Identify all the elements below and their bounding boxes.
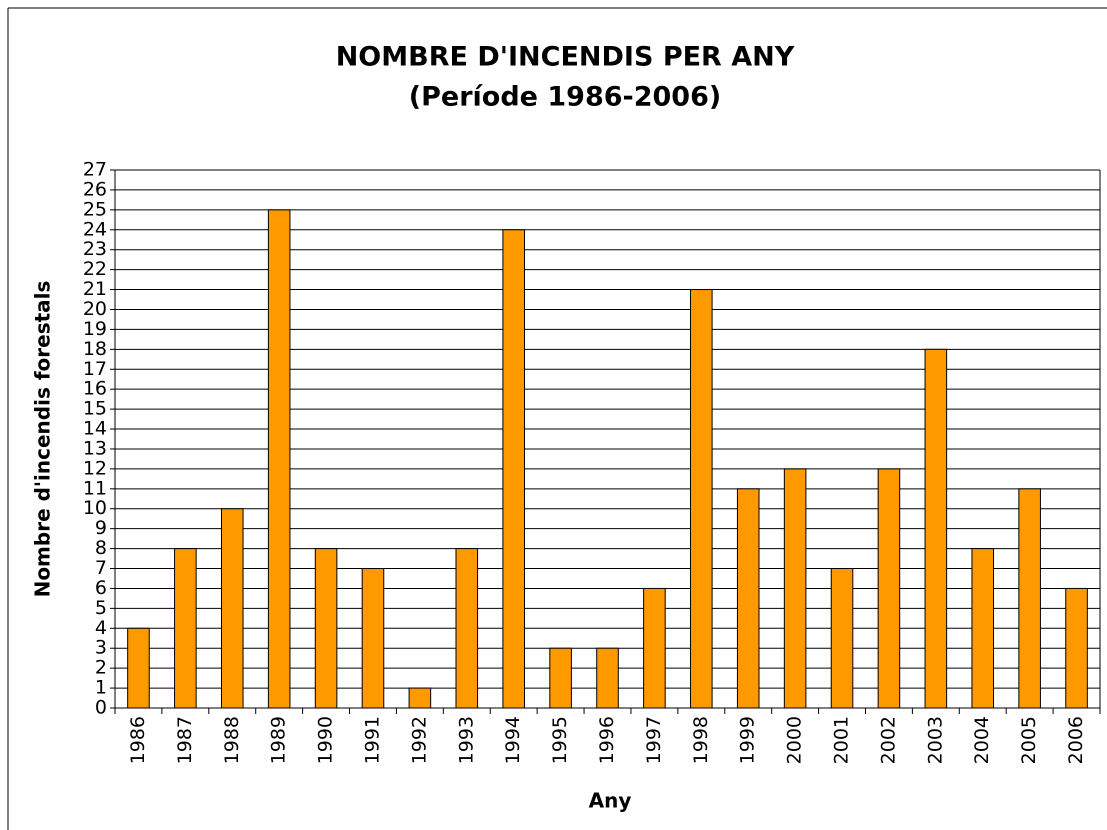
- chart-subtitle: (Període 1986-2006): [409, 82, 721, 113]
- bar: [924, 348, 948, 709]
- x-tick-label: 2001: [831, 716, 853, 764]
- x-tick-label: 1987: [174, 716, 196, 764]
- bar: [220, 508, 244, 709]
- y-tick-label: 5: [95, 597, 107, 619]
- bar: [502, 229, 525, 709]
- y-tick-label: 10: [83, 497, 107, 519]
- x-tick-label: 1995: [549, 716, 571, 764]
- y-tick-label: 1: [95, 677, 107, 699]
- bar: [455, 548, 479, 709]
- bar: [736, 488, 760, 709]
- bar: [127, 627, 150, 709]
- x-tick-label: 1990: [315, 716, 337, 764]
- bar: [174, 548, 197, 709]
- bar: [314, 548, 338, 709]
- bar: [971, 548, 995, 709]
- bar: [690, 289, 713, 709]
- bar: [783, 468, 807, 709]
- x-tick-label: 1998: [690, 716, 712, 764]
- y-tick-label: 15: [83, 398, 107, 420]
- y-tick-label: 18: [83, 338, 107, 360]
- bar: [1065, 587, 1088, 709]
- y-tick-label: 11: [83, 477, 107, 499]
- bar: [830, 568, 854, 709]
- bar: [361, 568, 385, 709]
- y-tick-label: 26: [83, 178, 107, 200]
- y-tick-label: 7: [95, 557, 107, 579]
- bar: [549, 647, 572, 709]
- x-tick-label: 2005: [1018, 716, 1040, 764]
- y-tick-label: 0: [95, 697, 107, 719]
- x-tick-label: 1989: [268, 716, 290, 764]
- x-tick-label: 2000: [784, 716, 806, 764]
- y-tick-label: 17: [83, 358, 107, 380]
- x-tick-label: 2006: [1065, 716, 1087, 764]
- bar: [877, 468, 901, 709]
- bar: [596, 647, 619, 709]
- y-tick-label: 3: [95, 637, 107, 659]
- x-tick-label: 1999: [737, 716, 759, 764]
- x-tick-label: 1996: [596, 716, 618, 764]
- y-tick-label: 20: [83, 298, 107, 320]
- y-tick-label: 2: [95, 657, 107, 679]
- x-tick-label: 1992: [408, 716, 430, 764]
- x-tick-label: 1997: [643, 716, 665, 764]
- x-tick-label: 2002: [877, 716, 899, 764]
- y-tick-label: 16: [83, 378, 107, 400]
- bar: [408, 687, 432, 709]
- y-tick-label: 22: [83, 258, 107, 280]
- x-tick-label: 1993: [455, 716, 477, 764]
- y-tick-label: 19: [83, 318, 107, 340]
- y-tick-label: 8: [95, 537, 107, 559]
- y-tick-label: 4: [95, 617, 107, 639]
- y-tick-label: 6: [95, 577, 107, 599]
- x-tick-label: 2004: [971, 716, 993, 764]
- x-tick-label: 1988: [221, 716, 243, 764]
- y-tick-label: 24: [83, 218, 107, 240]
- y-tick-label: 14: [83, 418, 107, 440]
- x-tick-label: 1986: [127, 716, 149, 764]
- y-tick-label: 13: [83, 437, 107, 459]
- bar: [643, 587, 666, 709]
- y-tick-label: 27: [83, 159, 107, 181]
- y-axis-title: Nombre d'incendis forestals: [31, 281, 55, 598]
- bar: [1018, 488, 1041, 709]
- x-axis-title: Any: [589, 789, 632, 813]
- y-tick-label: 23: [83, 238, 107, 260]
- x-tick-label: 1994: [502, 716, 524, 764]
- y-tick-label: 9: [95, 517, 107, 539]
- bar: [267, 209, 291, 709]
- y-tick-label: 21: [83, 278, 107, 300]
- x-tick-label: 2003: [924, 716, 946, 764]
- y-tick-label: 12: [83, 457, 107, 479]
- x-tick-label: 1991: [361, 716, 383, 764]
- chart-title: NOMBRE D'INCENDIS PER ANY: [336, 42, 795, 73]
- y-tick-label: 25: [83, 198, 107, 220]
